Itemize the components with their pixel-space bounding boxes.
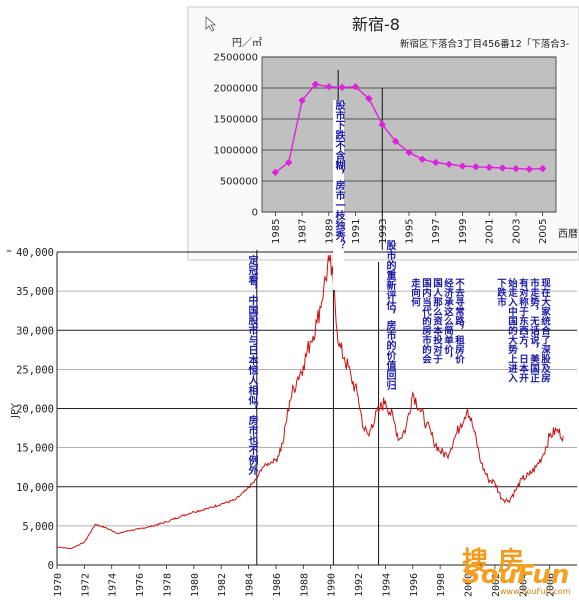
lower-y-axis-unit-mark: ≈ xyxy=(6,247,12,255)
annotation-upper-mark: 股市下跌不含糊，房市一枝独秀？ xyxy=(333,100,344,290)
upper-y-tick-label: 2500000 xyxy=(213,53,258,64)
upper-series-point xyxy=(365,94,373,103)
soufun-watermark-cn: 搜房 xyxy=(462,547,535,577)
lower-x-tick-label: 1972 xyxy=(80,573,91,597)
annotation-1994: 不去寻常路，租房价经济承这么简单价，国人那么资本投对于国内当代的房市的会走向何 xyxy=(409,278,464,364)
soufun-watermark-en: SouFun xyxy=(462,560,570,590)
lower-y-tick-label: 10,000 xyxy=(16,482,54,494)
upper-series-point xyxy=(311,80,320,88)
upper-series-point xyxy=(418,155,427,163)
upper-series-point xyxy=(298,96,306,105)
cursor-icon xyxy=(205,16,217,32)
lower-x-tick-label: 2002 xyxy=(491,573,502,597)
upper-series-point xyxy=(525,165,533,173)
lower-x-tick-label: 1974 xyxy=(108,573,119,597)
upper-chart-subtitle: 新宿区下落合3丁目456番12「下落合3- xyxy=(400,38,569,50)
upper-series-point xyxy=(325,83,333,91)
lower-x-tick-label: 2000 xyxy=(464,573,475,597)
upper-x-axis-label: 西暦 xyxy=(558,228,578,240)
upper-plot-area: 0 500000 1000000 1500000 2000000 2500000 1985 1… xyxy=(213,53,557,250)
upper-series-point xyxy=(338,83,346,92)
lower-x-tick-label: 2006 xyxy=(546,573,557,597)
upper-x-tick-label: 1985 xyxy=(271,219,282,244)
annotation-1990: 股市的重新评估，房市的价值回归 xyxy=(384,240,395,390)
upper-x-tick-label: 1993 xyxy=(378,219,389,244)
upper-x-tick-label: 2003 xyxy=(511,219,522,244)
lower-x-tick-label: 1998 xyxy=(436,573,447,597)
upper-y-tick-label: 1000000 xyxy=(213,146,258,157)
upper-y-axis-label: 円／㎡ xyxy=(232,37,262,49)
upper-y-tick-label: 0 xyxy=(252,208,258,219)
upper-series-point xyxy=(538,164,547,173)
upper-x-tick-label: 1999 xyxy=(458,219,469,244)
annotation-1984: 定冠看，中国股市与日本惊人相似，房市也不例外 xyxy=(246,255,257,475)
lower-x-tick-label: 1986 xyxy=(272,573,283,597)
upper-x-tick-label: 2005 xyxy=(538,219,549,244)
lower-series-line xyxy=(56,254,564,550)
lower-y-tick-label: 35,000 xyxy=(16,286,54,298)
upper-x-tick-label: 1997 xyxy=(431,219,442,244)
annotation-1996: 现在大家统合了深股及房市走势，无话说，美国正有对称于东西方，日本开始走入中国的大… xyxy=(495,278,550,383)
lower-x-tick-label: 1984 xyxy=(245,573,256,597)
lower-plot-area: 0 5,000 10,000 15,000 20,000 25,000 30,000 35,0… xyxy=(16,247,577,597)
lower-x-tick-label: 1970 xyxy=(53,573,64,597)
lower-y-tick-label: 25,000 xyxy=(16,364,54,376)
upper-y-tick-label: 500000 xyxy=(220,177,258,188)
lower-y-tick-label: 30,000 xyxy=(16,325,54,337)
lower-y-tick-label: 0 xyxy=(48,560,54,572)
upper-x-tick-label: 2001 xyxy=(485,219,496,244)
upper-x-tick-label: 1989 xyxy=(324,219,335,244)
upper-x-tick-label: 1991 xyxy=(351,219,362,244)
lower-y-tick-label: 5,000 xyxy=(22,521,54,533)
lower-x-tick-label: 1990 xyxy=(327,573,338,597)
lower-x-tick-label: 1980 xyxy=(190,573,201,597)
lower-x-tick-label: 1996 xyxy=(409,573,420,597)
upper-x-tick-label: 1987 xyxy=(298,219,309,244)
lower-y-tick-label: 40,000 xyxy=(16,247,54,259)
lower-y-axis-label: JPY xyxy=(10,402,21,419)
upper-series-point xyxy=(485,163,493,172)
lower-x-tick-label: 1978 xyxy=(162,573,173,597)
lower-y-tick-label: 15,000 xyxy=(16,443,54,455)
upper-y-tick-label: 1500000 xyxy=(213,115,258,126)
upper-series-point xyxy=(472,163,480,171)
lower-x-tick-label: 1982 xyxy=(217,573,228,597)
lower-x-tick-label: 1994 xyxy=(381,573,392,597)
soufun-watermark-url: www.SouFun.com xyxy=(500,587,571,596)
upper-series-point xyxy=(512,164,520,173)
lower-x-tick-label: 1988 xyxy=(299,573,310,597)
upper-x-tick-label: 1995 xyxy=(405,219,416,244)
upper-series-point xyxy=(378,120,386,129)
lower-y-tick-label: 20,000 xyxy=(16,404,54,416)
upper-series-point xyxy=(271,168,280,176)
lower-x-tick-label: 1976 xyxy=(135,573,146,597)
upper-plot-background xyxy=(261,56,557,213)
upper-y-tick-label: 2000000 xyxy=(213,84,258,95)
upper-chart-title: 新宿-8 xyxy=(352,15,400,34)
lower-x-tick-label: 2004 xyxy=(518,573,529,597)
lower-x-tick-label: 1992 xyxy=(354,573,365,597)
